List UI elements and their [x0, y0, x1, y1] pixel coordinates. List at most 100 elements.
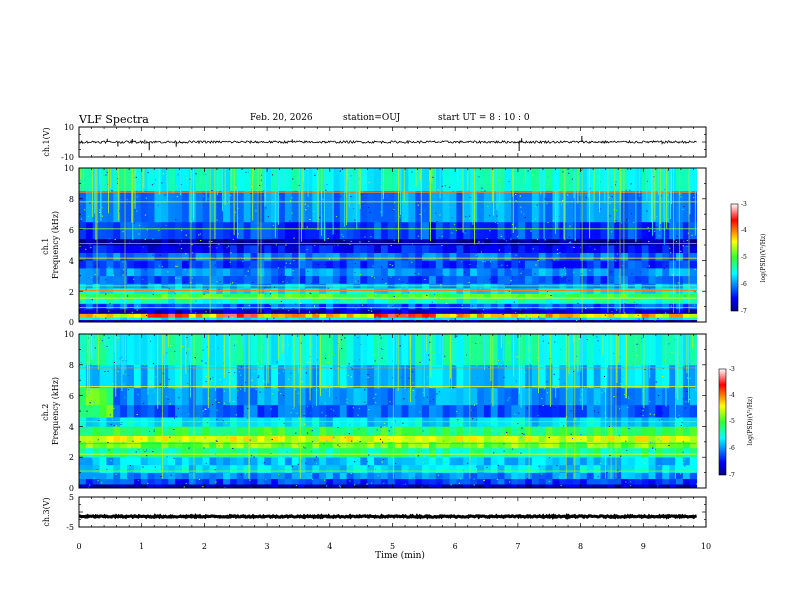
ch1-band-cell — [339, 260, 348, 269]
ch2-band-cell — [140, 387, 149, 406]
ch2-band-cell — [367, 464, 375, 473]
ch2-band-cell — [449, 464, 457, 473]
ch1-band-cell — [648, 238, 656, 246]
ch2-speckle — [658, 465, 661, 467]
ch1-band-cell — [127, 275, 135, 284]
ch1-band-cell — [566, 245, 574, 253]
ch2-speckle — [641, 408, 643, 410]
ch2-band-cell — [614, 441, 622, 449]
ch1-band-cell — [593, 168, 602, 192]
ch1-band-cell — [271, 288, 279, 294]
ch2-speckle — [265, 479, 267, 481]
ch1-band-cell — [676, 260, 684, 269]
ch2-band-cell — [223, 472, 231, 480]
ch1-speckle — [208, 241, 210, 243]
ch1-speckle — [557, 253, 559, 255]
ch1-band-cell — [298, 245, 306, 253]
ch2-speckle — [537, 356, 539, 358]
ch1-speckle — [694, 268, 696, 270]
ch1-band-cell — [627, 303, 636, 310]
ch1-band-cell — [147, 293, 155, 299]
ch2-speckle — [336, 452, 339, 454]
ch1-band-cell — [470, 317, 478, 320]
ch1-band-cell — [305, 288, 313, 294]
ch1-speckle — [114, 238, 116, 240]
ch1-speckle — [535, 278, 537, 280]
ch2-speckle — [625, 481, 627, 483]
ch1-speckle — [349, 215, 351, 217]
ch2-band-cell — [374, 447, 382, 458]
ch2-speckle — [96, 413, 98, 415]
ch2-band-cell — [449, 364, 457, 389]
ch2-speckle — [607, 338, 609, 340]
ch1-band-cell — [223, 268, 231, 277]
ch1-band-cell — [586, 313, 595, 318]
ch2-band-cell — [689, 426, 698, 436]
ch2-speckle — [474, 344, 476, 346]
ch2-band-cell — [669, 364, 677, 389]
ch2-band-cell — [188, 457, 197, 466]
ch2-speckle — [652, 447, 654, 449]
ch2-band-cell — [113, 426, 121, 436]
ch1-speckle — [290, 200, 292, 202]
ch1-band-cell — [168, 288, 176, 294]
ch1-band-cell — [133, 308, 142, 314]
ch2-speckle — [94, 347, 96, 349]
ch1-band-cell — [140, 252, 149, 261]
ch1-band-cell — [284, 288, 293, 294]
ch2-band-cell — [497, 404, 505, 418]
ch1-speckle — [99, 212, 101, 214]
ch2-speckle — [457, 444, 459, 446]
ch1-band-cell — [326, 288, 334, 294]
ch2-band-cell — [435, 464, 444, 473]
ch1-speckle — [384, 283, 387, 285]
ch1-band-cell — [422, 221, 430, 240]
ch2-speckle — [211, 380, 213, 382]
ch1-band-cell — [161, 168, 169, 192]
ch2-band-cell — [655, 387, 663, 406]
ch2-band-cell — [600, 387, 608, 406]
ch1-band-cell — [216, 238, 224, 246]
ch2-band-cell — [120, 441, 128, 449]
ch2-speckle — [278, 418, 280, 420]
ch1-band-cell — [449, 317, 457, 320]
ch1-band-cell — [79, 260, 87, 269]
ch1-colorbar-label: log(PSD)(V²/Hz) — [760, 234, 767, 283]
ch1-speckle — [354, 263, 356, 265]
ch1-band-cell — [209, 303, 217, 310]
ch2-band-cell — [470, 484, 478, 488]
ch1-band-cell — [463, 288, 471, 294]
ch2-speckle — [162, 466, 164, 468]
ch1-speckle — [520, 189, 522, 191]
ch1-band-cell — [195, 313, 204, 318]
ch1-band-cell — [497, 293, 505, 299]
ch1-speckle — [327, 237, 329, 239]
ch2-speckle — [333, 354, 335, 356]
ch1-speckle — [683, 206, 685, 208]
ch2-band-cell — [648, 447, 656, 458]
ch2-speckle — [412, 477, 414, 479]
ch1-band-cell — [250, 238, 258, 246]
ch2-band-cell — [319, 441, 327, 449]
ch2-band-cell — [380, 364, 389, 389]
ch2-band-cell — [346, 457, 354, 466]
ch1-band-cell — [326, 298, 334, 304]
ch2-band-cell — [394, 435, 403, 443]
ch1-speckle — [157, 204, 159, 206]
ch1-band-cell — [593, 319, 602, 322]
ch2-band-cell — [621, 441, 629, 449]
ch2-band-cell — [154, 334, 162, 366]
ch2-band-cell — [669, 387, 677, 406]
ch2-speckle — [653, 334, 655, 336]
ch1-speckle — [191, 244, 193, 246]
ch1-band-cell — [689, 252, 698, 261]
ch2-band-cell — [655, 478, 663, 485]
ch2-speckle — [100, 466, 102, 468]
ch2-band-cell — [627, 435, 636, 443]
ch1-band-cell — [92, 288, 101, 294]
ch1-band-cell — [127, 268, 135, 277]
ch2-band-cell — [490, 441, 499, 449]
ch1-band-cell — [133, 252, 142, 261]
ch2-band-cell — [408, 441, 416, 449]
ch1-band-cell — [552, 313, 560, 318]
